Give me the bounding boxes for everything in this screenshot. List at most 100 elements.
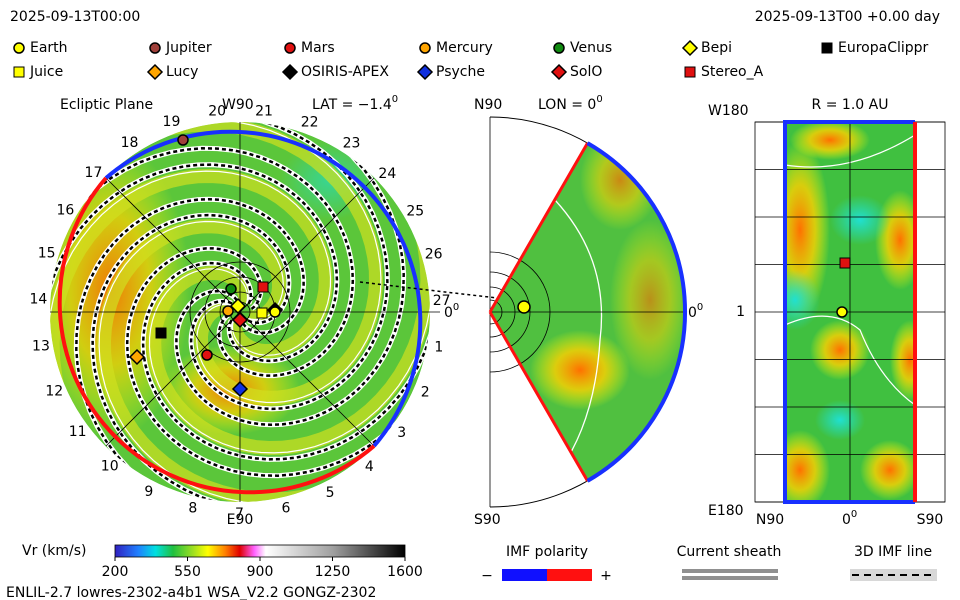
imf-line-dash xyxy=(175,132,405,427)
sector-label: 19 xyxy=(163,114,181,130)
sector-label: 15 xyxy=(38,246,56,262)
sector-label: 25 xyxy=(406,204,424,220)
earth-connection xyxy=(359,281,516,301)
legend-label: Venus xyxy=(570,40,612,56)
axis-label: E180 xyxy=(708,503,744,519)
boundary-pos xyxy=(586,141,688,483)
imf-line-dash xyxy=(189,122,389,411)
marker xyxy=(222,305,234,317)
imf-line-dash xyxy=(141,261,430,461)
boundary-neg xyxy=(57,176,376,495)
lon-label: LON = 00 xyxy=(538,94,603,113)
lon-label-main: LON = 0 xyxy=(538,97,596,113)
cyan-patch xyxy=(785,270,820,330)
sector-label: 9 xyxy=(144,484,153,500)
axis-label: N90 xyxy=(756,512,784,528)
axis-label-main: 0 xyxy=(444,305,453,321)
marker xyxy=(517,300,531,314)
sector-label: 2 xyxy=(421,385,430,401)
axis-label: 00 xyxy=(444,302,459,321)
lat-label-sup: 0 xyxy=(392,94,398,105)
legend-label: OSIRIS-APEX xyxy=(301,64,389,80)
sector-label: 13 xyxy=(32,338,50,354)
sector-label: 4 xyxy=(365,459,374,475)
sector-label: 24 xyxy=(378,166,396,182)
legend-label: Juice xyxy=(29,64,63,80)
legend-label: SolO xyxy=(570,64,602,80)
panel-title: Ecliptic Plane xyxy=(60,97,153,113)
fast-stream xyxy=(860,440,915,500)
legend-label: Jupiter xyxy=(165,40,212,56)
sector-label: 11 xyxy=(69,424,87,440)
marker xyxy=(839,257,851,269)
marker xyxy=(269,306,281,318)
axis-label-sup: 0 xyxy=(453,302,459,313)
sector-label: 3 xyxy=(397,425,406,441)
sector-label: 12 xyxy=(45,383,63,399)
footer: ENLIL-2.7 lowres-2302-a4b1 WSA_V2.2 GONG… xyxy=(6,585,376,600)
sector-label: 1 xyxy=(434,340,443,356)
fast-stream xyxy=(890,320,915,400)
colorbar-tick-label: 550 xyxy=(174,564,201,580)
marker xyxy=(177,134,189,146)
sector-label: 8 xyxy=(188,500,197,516)
date-right: 2025-09-13T00 +0.00 day xyxy=(755,9,940,25)
sector-label: 23 xyxy=(343,136,361,152)
axis-label: S90 xyxy=(474,512,501,528)
sheath-swatch xyxy=(682,569,778,573)
boundary-neg xyxy=(488,311,589,482)
legend-label: Psyche xyxy=(436,64,485,80)
marker xyxy=(821,42,833,54)
imf-neg xyxy=(502,569,547,581)
axis-label: 1 xyxy=(736,304,745,320)
sector-label: 27 xyxy=(433,293,451,309)
colorbar-tick-label: 1250 xyxy=(315,564,351,580)
white-contour xyxy=(148,255,430,454)
cyan-patch xyxy=(830,195,890,245)
legend-label: Stereo_A xyxy=(701,64,764,80)
marker xyxy=(225,283,237,295)
white-contour xyxy=(50,170,332,369)
marker xyxy=(149,42,161,54)
marker xyxy=(684,66,696,78)
fast-stream xyxy=(785,430,830,502)
marker xyxy=(13,42,25,54)
imf-line-label: 3D IMF line xyxy=(854,544,932,560)
marker xyxy=(281,63,299,81)
sector-label: 22 xyxy=(301,114,319,130)
axis-label: S90 xyxy=(917,512,944,528)
axis-label-sup: 0 xyxy=(697,302,703,313)
sector-label: 5 xyxy=(326,485,335,501)
sector-label: 18 xyxy=(121,135,139,151)
axis-label: E90 xyxy=(227,512,254,528)
panel-title: R = 1.0 AU xyxy=(812,97,889,113)
white-contour xyxy=(785,315,915,406)
stream-band xyxy=(147,226,430,456)
marker xyxy=(553,42,565,54)
legend-label: Mars xyxy=(301,40,335,56)
sheath-swatch xyxy=(682,576,778,580)
axis-label-main: 0 xyxy=(688,305,697,321)
marker xyxy=(836,306,848,318)
white-contour xyxy=(98,220,297,502)
sector-label: 7 xyxy=(235,506,244,522)
marker xyxy=(550,63,568,81)
fast-stream xyxy=(790,122,870,160)
imf-line-dash xyxy=(125,247,420,477)
axis-label-sup: 0 xyxy=(851,509,857,520)
marker xyxy=(231,380,249,398)
imf-line-dash xyxy=(75,197,305,492)
imf-line-dash xyxy=(60,147,355,377)
colorbar-tick-label: 900 xyxy=(247,564,274,580)
axis-label: 00 xyxy=(688,302,703,321)
marker xyxy=(257,281,269,293)
legend-label: EuropaClippr xyxy=(838,40,929,56)
sector-label: 10 xyxy=(101,458,119,474)
fast-stream xyxy=(810,320,870,380)
marker xyxy=(256,307,268,319)
imf-line-dash xyxy=(91,213,291,502)
marker xyxy=(146,63,164,81)
imf-minus: − xyxy=(481,568,493,584)
marker xyxy=(128,348,146,366)
boundary-pos xyxy=(783,120,915,504)
